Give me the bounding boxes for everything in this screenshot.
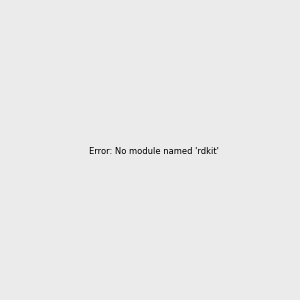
Text: Error: No module named 'rdkit': Error: No module named 'rdkit' <box>89 147 219 156</box>
